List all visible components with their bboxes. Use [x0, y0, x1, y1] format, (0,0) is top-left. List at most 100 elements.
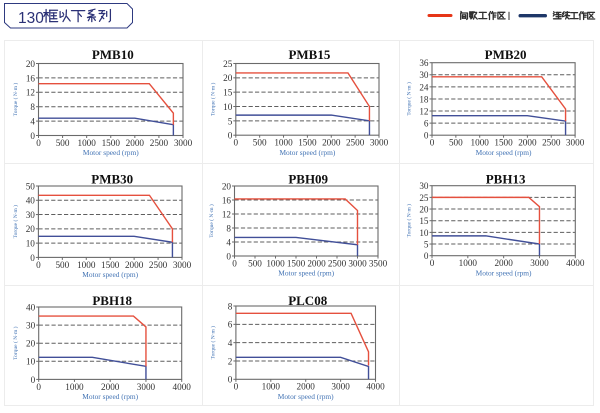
svg-text:0: 0 [233, 138, 238, 148]
svg-text:10: 10 [26, 357, 36, 367]
svg-text:6: 6 [424, 119, 429, 129]
svg-text:3500: 3500 [368, 258, 387, 268]
svg-text:20: 20 [26, 59, 36, 69]
svg-text:40: 40 [26, 302, 36, 312]
svg-text:3000: 3000 [331, 382, 350, 392]
svg-text:Motor speed (rpm): Motor speed (rpm) [82, 270, 138, 279]
svg-text:20: 20 [26, 224, 36, 234]
svg-text:Motor speed (rpm): Motor speed (rpm) [83, 148, 139, 157]
svg-text:12: 12 [221, 209, 231, 219]
svg-text:500: 500 [449, 138, 463, 148]
svg-text:1500: 1500 [101, 260, 120, 270]
svg-text:0: 0 [232, 258, 237, 268]
svg-text:3000: 3000 [566, 138, 585, 148]
svg-text:0: 0 [227, 131, 232, 141]
svg-text:8: 8 [30, 102, 35, 112]
svg-text:3000: 3000 [173, 260, 192, 270]
svg-text:6: 6 [227, 320, 232, 330]
svg-text:10: 10 [223, 102, 233, 112]
svg-text:4: 4 [30, 117, 35, 127]
svg-text:Motor speed (rpm): Motor speed (rpm) [278, 269, 334, 278]
svg-text:5: 5 [227, 116, 232, 126]
svg-text:500: 500 [56, 138, 70, 148]
svg-text:30: 30 [419, 181, 429, 191]
svg-text:0: 0 [226, 251, 231, 261]
svg-text:0: 0 [430, 258, 435, 268]
svg-text:Torque ( N·m ): Torque ( N·m ) [12, 83, 19, 117]
svg-text:3000: 3000 [174, 138, 193, 148]
svg-text:16: 16 [221, 195, 231, 205]
svg-text:36: 36 [419, 58, 429, 68]
svg-text:30: 30 [26, 210, 36, 220]
svg-text:0: 0 [30, 131, 35, 141]
svg-text:4000: 4000 [366, 382, 385, 392]
svg-text:PLC08: PLC08 [288, 293, 328, 308]
svg-text:1000: 1000 [274, 138, 293, 148]
svg-text:12: 12 [26, 88, 36, 98]
svg-text:25: 25 [419, 193, 429, 203]
svg-text:3000: 3000 [530, 258, 549, 268]
svg-text:PBH13: PBH13 [486, 172, 526, 187]
svg-text:2000: 2000 [518, 138, 537, 148]
svg-text:2500: 2500 [345, 138, 364, 148]
svg-text:10: 10 [419, 228, 429, 238]
svg-text:20: 20 [223, 73, 233, 83]
svg-text:0: 0 [233, 382, 238, 392]
svg-text:0: 0 [36, 382, 41, 392]
svg-text:0: 0 [30, 253, 35, 263]
svg-text:500: 500 [55, 260, 69, 270]
svg-text:2000: 2000 [101, 382, 120, 392]
svg-text:Torque ( N·m ): Torque ( N·m ) [406, 82, 413, 116]
svg-text:130: 130 [18, 10, 44, 27]
svg-text:50: 50 [26, 181, 36, 191]
svg-text:Motor speed (rpm): Motor speed (rpm) [82, 392, 138, 401]
svg-text:24: 24 [419, 82, 429, 92]
svg-text:3000: 3000 [369, 138, 388, 148]
svg-text:Torque ( N·m ): Torque ( N·m ) [12, 326, 19, 360]
svg-text:20: 20 [221, 181, 231, 191]
svg-text:Torque ( N·m ): Torque ( N·m ) [406, 204, 413, 238]
svg-text:25: 25 [223, 59, 233, 69]
svg-text:3000: 3000 [348, 258, 367, 268]
svg-text:1000: 1000 [65, 382, 84, 392]
svg-text:PMB15: PMB15 [288, 47, 330, 62]
svg-text:30: 30 [26, 321, 36, 331]
svg-text:1000: 1000 [77, 260, 96, 270]
svg-text:40: 40 [26, 196, 36, 206]
svg-text:5: 5 [424, 239, 429, 249]
svg-text:500: 500 [252, 138, 266, 148]
svg-text:1500: 1500 [102, 138, 121, 148]
svg-text:0: 0 [424, 131, 429, 141]
svg-text:PMB10: PMB10 [92, 47, 134, 62]
svg-text:1500: 1500 [298, 138, 317, 148]
svg-text:8: 8 [227, 301, 232, 311]
svg-text:2000: 2000 [307, 258, 326, 268]
svg-text:PBH18: PBH18 [92, 293, 132, 308]
svg-text:Torque ( N·m ): Torque ( N·m ) [208, 204, 215, 238]
svg-text:10: 10 [26, 239, 36, 249]
svg-text:2000: 2000 [126, 138, 145, 148]
svg-text:500: 500 [248, 258, 262, 268]
svg-text:1000: 1000 [459, 258, 478, 268]
svg-text:1000: 1000 [471, 138, 490, 148]
svg-text:4000: 4000 [173, 382, 192, 392]
svg-text:Motor speed (rpm): Motor speed (rpm) [476, 268, 532, 277]
svg-text:Torque ( N·m ): Torque ( N·m ) [209, 82, 216, 116]
svg-text:20: 20 [419, 204, 429, 214]
svg-text:2000: 2000 [494, 258, 513, 268]
svg-text:PMB30: PMB30 [91, 172, 133, 187]
svg-text:PMB20: PMB20 [485, 47, 527, 62]
svg-text:2500: 2500 [327, 258, 346, 268]
svg-text:4000: 4000 [566, 258, 585, 268]
svg-text:0: 0 [36, 138, 41, 148]
svg-text:30: 30 [419, 70, 429, 80]
svg-text:4: 4 [227, 338, 232, 348]
svg-text:2500: 2500 [149, 260, 168, 270]
svg-text:2500: 2500 [542, 138, 561, 148]
svg-text:0: 0 [424, 251, 429, 261]
svg-text:18: 18 [419, 94, 429, 104]
svg-text:15: 15 [223, 88, 233, 98]
svg-text:PBH09: PBH09 [288, 172, 328, 187]
svg-text:4: 4 [226, 237, 231, 247]
svg-text:2500: 2500 [150, 138, 169, 148]
